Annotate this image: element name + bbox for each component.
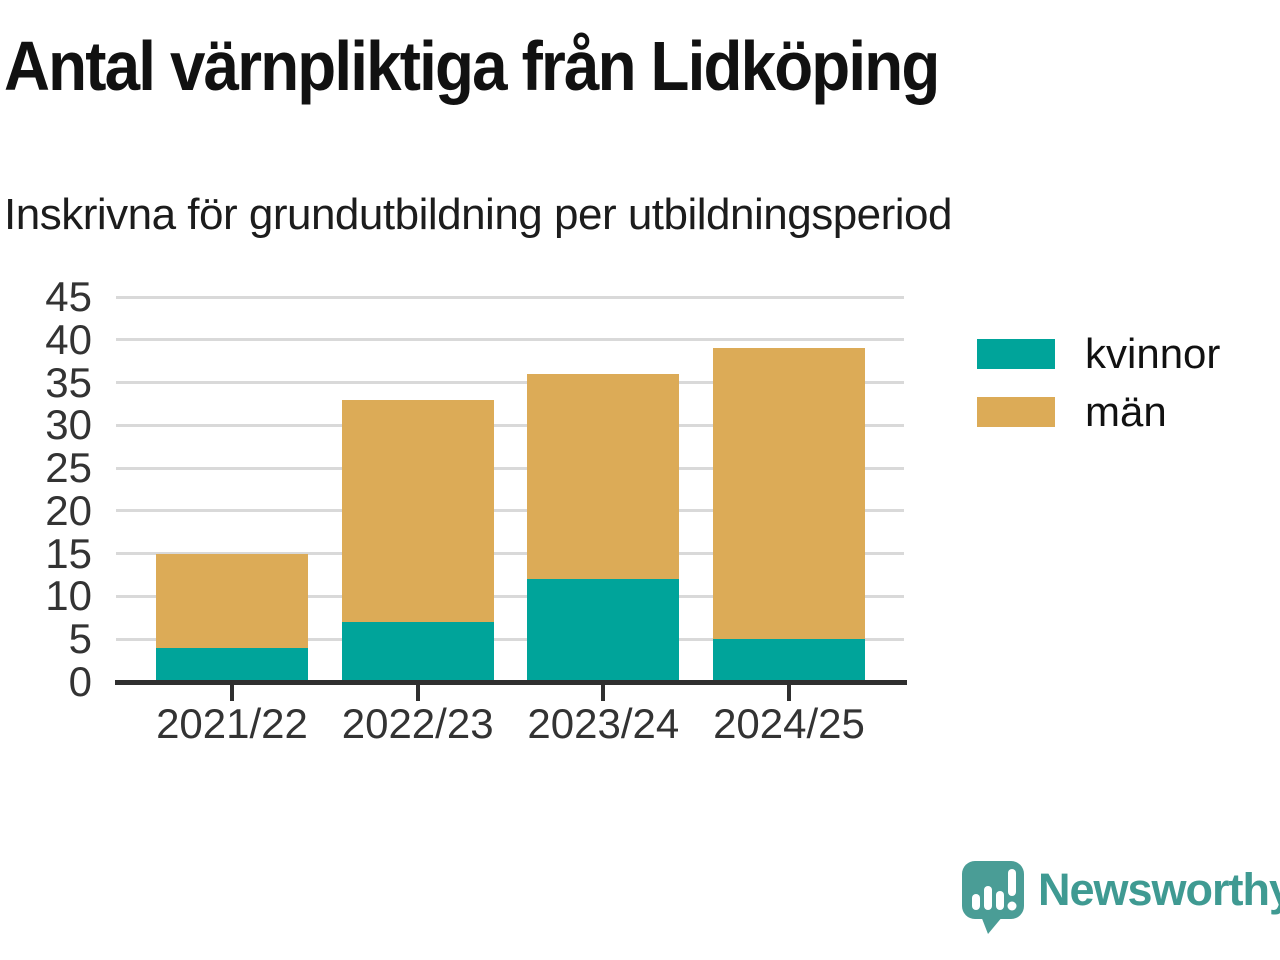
bar-segment-kvinnor bbox=[156, 647, 308, 682]
x-axis-line bbox=[115, 680, 907, 685]
chart-subtitle: Inskrivna för grundutbildning per utbild… bbox=[4, 190, 953, 239]
legend-item-man: män bbox=[977, 388, 1220, 435]
bar-segment-män bbox=[341, 399, 494, 623]
y-gridline bbox=[116, 594, 904, 598]
x-axis-tick bbox=[601, 684, 606, 701]
newsworthy-logo-icon bbox=[962, 861, 1024, 934]
y-axis-tick-label: 20 bbox=[45, 486, 92, 534]
brand-footer: Newsworthy bbox=[961, 860, 1280, 936]
y-gridline bbox=[116, 295, 904, 299]
y-gridline bbox=[116, 509, 904, 513]
x-axis-tick bbox=[230, 684, 234, 701]
y-gridline bbox=[116, 338, 904, 342]
y-axis-tick-label: 30 bbox=[45, 401, 92, 449]
y-axis-tick-label: 5 bbox=[68, 615, 92, 663]
legend-swatch-kvinnor bbox=[977, 339, 1055, 369]
x-axis-tick-label: 2021/22 bbox=[156, 700, 308, 747]
x-axis-tick-label: 2023/24 bbox=[527, 700, 680, 747]
brand-name: Newsworthy bbox=[1038, 864, 1280, 915]
bar-segment-män bbox=[713, 348, 865, 640]
y-gridline bbox=[116, 381, 904, 385]
chart-legend: kvinnor män bbox=[977, 330, 1221, 435]
y-axis-tick-label: 15 bbox=[45, 529, 92, 577]
y-gridline bbox=[116, 466, 904, 470]
legend-label-kvinnor: kvinnor bbox=[1085, 330, 1221, 377]
y-axis-tick-label: 45 bbox=[45, 273, 92, 320]
y-axis-tick-label: 40 bbox=[45, 315, 92, 363]
y-gridline bbox=[116, 637, 904, 641]
y-axis-tick-label: 10 bbox=[45, 572, 92, 620]
y-axis-tick-label: 0 bbox=[68, 658, 92, 705]
bar-segment-kvinnor bbox=[527, 579, 680, 682]
y-axis-tick-label: 25 bbox=[45, 444, 92, 492]
x-axis-tick bbox=[415, 684, 420, 701]
y-axis-tick-label: 35 bbox=[45, 358, 92, 406]
legend-label-man: män bbox=[1085, 388, 1167, 435]
x-axis-tick-label: 2024/25 bbox=[713, 700, 865, 747]
y-gridline bbox=[116, 423, 904, 427]
y-gridline bbox=[116, 552, 904, 556]
bar-segment-män bbox=[156, 553, 308, 648]
x-axis-tick-label: 2022/23 bbox=[341, 700, 494, 747]
legend-swatch-man bbox=[977, 397, 1055, 427]
bar-segment-kvinnor bbox=[713, 639, 865, 682]
legend-item-kvinnor: kvinnor bbox=[977, 330, 1221, 377]
chart-title: Antal värnpliktiga från Lidköping bbox=[4, 27, 940, 105]
x-axis-tick bbox=[787, 684, 791, 701]
bar-segment-män bbox=[527, 374, 680, 580]
bar-segment-kvinnor bbox=[341, 622, 494, 682]
